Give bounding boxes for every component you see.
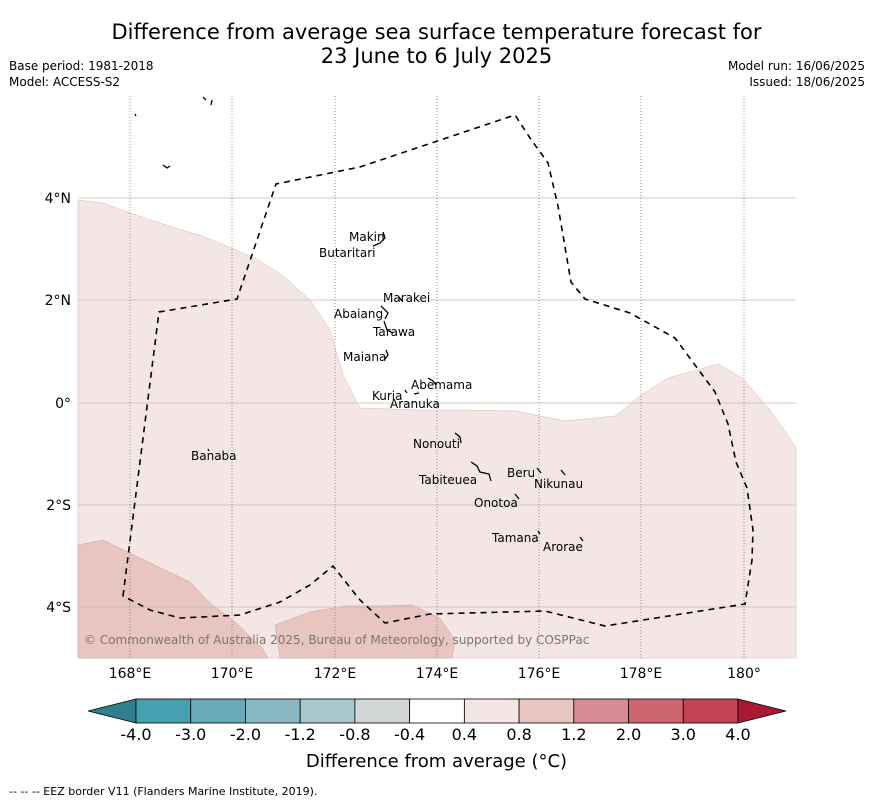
island-label-arorae: Arorae [543,540,583,554]
lon-label: 176°E [518,666,561,682]
island-label-nikunau: Nikunau [534,477,583,491]
lon-label: 170°E [211,666,254,682]
lon-label: 172°E [314,666,357,682]
lon-label: 178°E [620,666,663,682]
lon-label: 174°E [416,666,459,682]
eez-border [122,114,754,627]
island-label-makin: Makin [349,230,385,244]
colorbar-extend-low [87,698,137,724]
title-line-1: Difference from average sea surface temp… [111,20,762,44]
colorbar-tick-label: -3.0 [175,725,206,744]
colorbar-segment [463,698,520,724]
lon-label: 180° [727,666,761,682]
colorbar-segment [682,698,739,724]
colorbar-tick-label: 3.0 [671,725,696,744]
island-label-butaritari: Butaritari [319,246,376,260]
copyright-notice: © Commonwealth of Australia 2025, Bureau… [84,633,589,647]
lat-label: 2°S [46,498,71,514]
island-label-aranuka: Aranuka [390,397,440,411]
colorbar-tick-label: 0.4 [452,725,477,744]
colorbar-segment [409,698,465,724]
colorbar [87,698,787,724]
colorbar-tick-label: -0.4 [394,725,425,744]
colorbar-ticks: -4.0 -3.0 -2.0 -1.2 -0.8 -0.4 0.4 0.8 1.2 2.0 3.0 4… [120,725,750,744]
colorbar-tick-label: 0.8 [506,725,531,744]
issued-date: Issued: 18/06/2025 [749,75,865,89]
title-line-2: 23 June to 6 July 2025 [320,44,553,68]
colorbar-tick-label: 2.0 [616,725,641,744]
base-info: Base period: 1981-2018 Model: ACCESS-S2 [9,58,154,90]
island-label-nonouti: Nonouti [413,437,460,451]
longitude-labels: 168°E 170°E 172°E 174°E 176°E 178°E 180° [109,666,761,682]
colorbar-tick-label: -0.8 [339,725,370,744]
colorbar-segment [245,698,301,724]
island-label-banaba: Banaba [191,449,237,463]
island-label-beru: Beru [507,466,535,480]
base-period: Base period: 1981-2018 [9,59,154,73]
longitude-gridlines [129,96,745,658]
island-label-maiana: Maiana [343,350,386,364]
island-label-abaiang: Abaiang [334,307,383,321]
lon-label: 168°E [109,666,152,682]
latitude-labels: 4°N 2°N 0° 2°S 4°S [45,191,72,616]
lat-label: 4°N [45,191,71,207]
model-name: Model: ACCESS-S2 [9,75,121,89]
island-label-tabiteuea: Tabiteuea [418,473,477,487]
map-plot: Makin Butaritari Marakei Abaiang Tarawa … [77,96,797,659]
colorbar-extend-high [737,698,787,724]
colorbar-tick-label: -4.0 [120,725,151,744]
island-shapes [134,96,584,542]
colorbar-segment [573,698,629,724]
island-label-abemama: Abemama [411,378,472,392]
lat-label: 2°N [45,293,71,309]
anomaly-region-0.8-1.2-central [274,604,456,659]
colorbar-segment [628,698,684,724]
run-info: Model run: 16/06/2025 Issued: 18/06/2025 [728,58,865,90]
colorbar-tick-label: 4.0 [725,725,750,744]
island-label-tarawa: Tarawa [372,325,415,339]
eez-legend-note: -- -- -- EEZ border V11 (Flanders Marine… [9,785,318,798]
lat-label: 0° [55,396,71,412]
island-label-kuria: Kuria [372,389,403,403]
anomaly-region-0.8-1.2-west [77,539,269,659]
model-run: Model run: 16/06/2025 [727,59,865,73]
map-title: Difference from average sea surface temp… [0,20,873,68]
lat-label: 4°S [46,600,71,616]
colorbar-tick-label: -1.2 [285,725,316,744]
colorbar-segment [190,698,246,724]
island-label-onotoa: Onotoa [474,496,518,510]
island-label-tamana: Tamana [491,531,539,545]
colorbar-segment [299,698,356,724]
colorbar-segment [135,698,192,724]
colorbar-tick-label: 1.2 [561,725,586,744]
island-label-marakei: Marakei [383,291,430,305]
colorbar-tick-label: -2.0 [230,725,261,744]
colorbar-segment [354,698,411,724]
colorbar-title: Difference from average (°C) [305,751,568,772]
colorbar-segment [518,698,575,724]
